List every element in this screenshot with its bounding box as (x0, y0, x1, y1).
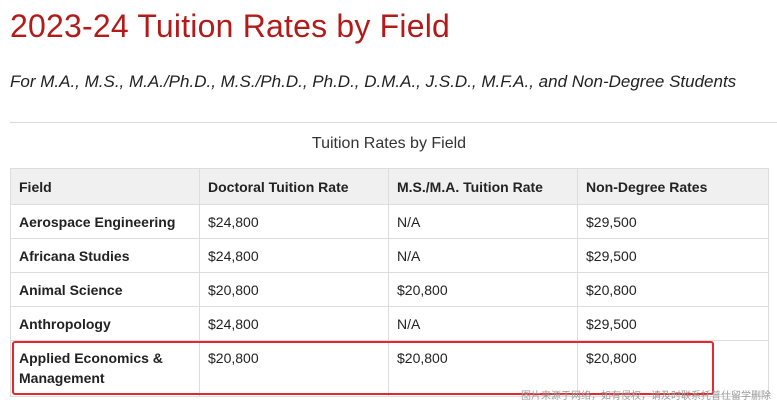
table-header-row: Field Doctoral Tuition Rate M.S./M.A. Tu… (10, 168, 769, 205)
non-degree-rate-cell: $29,500 (577, 306, 769, 341)
masters-rate-cell: N/A (388, 204, 578, 239)
doctoral-rate-cell: $20,800 (199, 272, 389, 307)
doctoral-rate-cell: $20,800 (199, 340, 389, 397)
table-row: Animal Science $20,800 $20,800 $20,800 (10, 272, 769, 307)
divider (10, 122, 777, 123)
field-cell: Anthropology (10, 306, 200, 341)
page-title: 2023-24 Tuition Rates by Field (10, 8, 451, 44)
tuition-table: Field Doctoral Tuition Rate M.S./M.A. Tu… (10, 168, 769, 397)
table-caption: Tuition Rates by Field (311, 135, 467, 152)
non-degree-rate-cell: $20,800 (577, 272, 769, 307)
doctoral-rate-cell: $24,800 (199, 306, 389, 341)
column-header-field: Field (10, 168, 200, 205)
masters-rate-cell: $20,800 (388, 272, 578, 307)
column-header-masters-rate: M.S./M.A. Tuition Rate (388, 168, 578, 205)
field-cell: Animal Science (10, 272, 200, 307)
non-degree-rate-cell: $20,800 (577, 340, 769, 397)
page-subtitle: For M.A., M.S., M.A./Ph.D., M.S./Ph.D., … (10, 72, 737, 91)
watermark-text: 图片来源于网络，如有侵权，请及时联系托普仕留学删除 (521, 391, 771, 402)
field-cell: Africana Studies (10, 238, 200, 273)
table-row: Anthropology $24,800 N/A $29,500 (10, 306, 769, 341)
doctoral-rate-cell: $24,800 (199, 204, 389, 239)
doctoral-rate-cell: $24,800 (199, 238, 389, 273)
field-cell: Applied Economics & Management (10, 340, 200, 397)
table-row: Africana Studies $24,800 N/A $29,500 (10, 238, 769, 273)
masters-rate-cell: N/A (388, 238, 578, 273)
non-degree-rate-cell: $29,500 (577, 238, 769, 273)
non-degree-rate-cell: $29,500 (577, 204, 769, 239)
column-header-non-degree-rate: Non-Degree Rates (577, 168, 769, 205)
column-header-doctoral-rate: Doctoral Tuition Rate (199, 168, 389, 205)
table-row: Aerospace Engineering $24,800 N/A $29,50… (10, 204, 769, 239)
field-cell: Aerospace Engineering (10, 204, 200, 239)
masters-rate-cell: N/A (388, 306, 578, 341)
